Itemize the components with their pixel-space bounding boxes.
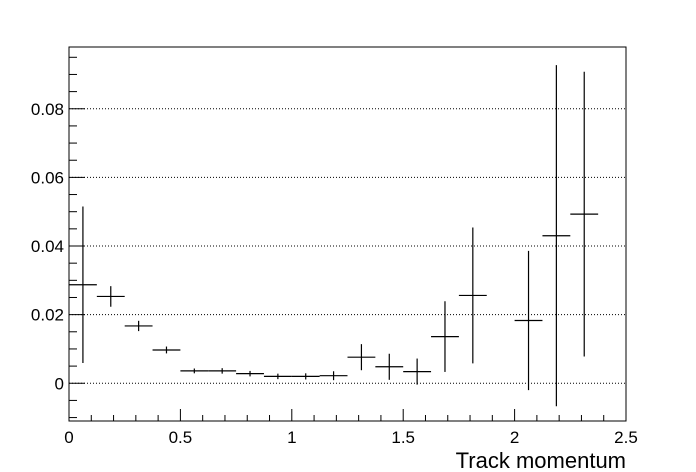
y-tick-label: 0.06: [31, 168, 64, 187]
plot-frame: [68, 46, 627, 422]
x-tick-label: 0: [64, 428, 73, 447]
data-point: [124, 320, 153, 332]
data-point: [69, 206, 97, 364]
data-point: [208, 368, 237, 374]
x-tick-label: 0.5: [169, 428, 193, 447]
data-point: [152, 346, 181, 354]
y-tick-label: 0.04: [31, 237, 64, 256]
data-point: [458, 227, 487, 364]
axis-ticks: [68, 56, 627, 421]
data-point: [291, 373, 320, 380]
x-tick-label: 1: [287, 428, 296, 447]
data-point: [180, 368, 209, 374]
data-point: [403, 358, 432, 385]
data-point: [263, 373, 292, 380]
data-point: [514, 250, 543, 391]
data-point: [319, 371, 348, 381]
data-point: [236, 370, 264, 377]
x-tick-label: 2.5: [614, 428, 638, 447]
data-point: [431, 301, 459, 372]
data-points: [69, 65, 599, 407]
x-axis-title: Track momentum: [456, 448, 626, 472]
y-tick-labels: 0 0.02 0.04 0.06 0.08: [31, 100, 64, 393]
data-point: [542, 65, 571, 407]
y-tick-label: 0: [55, 374, 64, 393]
y-tick-label: 0.02: [31, 306, 64, 325]
data-point: [96, 286, 125, 307]
x-tick-label: 2: [510, 428, 519, 447]
x-tick-label: 1.5: [391, 428, 415, 447]
x-tick-labels: 0 0.5 1 1.5 2 2.5: [64, 428, 638, 447]
data-point: [347, 344, 376, 371]
y-tick-label: 0.08: [31, 100, 64, 119]
data-point: [375, 353, 404, 380]
data-point: [570, 71, 599, 357]
